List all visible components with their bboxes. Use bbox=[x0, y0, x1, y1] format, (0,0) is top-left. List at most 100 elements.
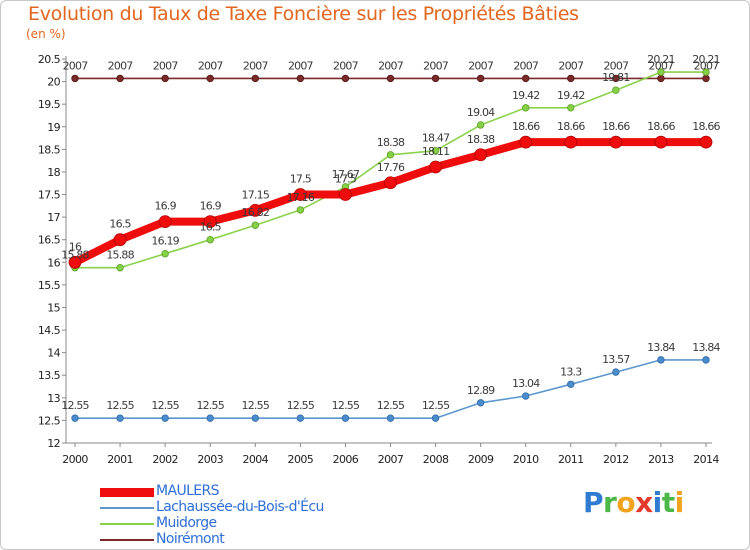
data-point bbox=[564, 135, 578, 149]
data-label: 16 bbox=[69, 240, 82, 253]
data-label: 16.9 bbox=[200, 200, 222, 213]
data-point bbox=[654, 135, 668, 149]
data-point bbox=[206, 414, 214, 422]
data-point bbox=[293, 188, 307, 201]
data-point bbox=[251, 221, 259, 229]
logo-letter: i bbox=[674, 486, 685, 519]
data-point bbox=[567, 104, 575, 112]
legend-swatch bbox=[100, 507, 154, 509]
data-label: 19.42 bbox=[557, 89, 585, 102]
data-point bbox=[522, 74, 530, 83]
data-label: 2007 bbox=[288, 59, 314, 72]
x-tick-label: 2009 bbox=[468, 453, 494, 466]
data-point bbox=[522, 392, 530, 400]
data-label: 12.55 bbox=[196, 399, 224, 412]
data-label: 18.66 bbox=[647, 120, 675, 133]
data-label: 15.88 bbox=[61, 249, 89, 262]
data-point bbox=[251, 414, 259, 422]
legend-swatch bbox=[100, 523, 154, 525]
data-label: 19.04 bbox=[467, 106, 495, 119]
data-label: 13.04 bbox=[512, 377, 540, 390]
data-label: 12.55 bbox=[287, 399, 315, 412]
data-label: 17.5 bbox=[335, 173, 357, 186]
y-tick-label: 17.5 bbox=[38, 189, 61, 202]
legend-label: Muidorge bbox=[156, 515, 217, 531]
data-point bbox=[567, 380, 575, 388]
data-label: 17.67 bbox=[332, 168, 360, 181]
data-point bbox=[657, 356, 665, 364]
chart-title: Evolution du Taux de Taxe Foncière sur l… bbox=[28, 3, 579, 25]
logo-letter: r bbox=[603, 486, 617, 519]
data-label: 2007 bbox=[468, 59, 494, 72]
data-label: 16.9 bbox=[154, 200, 176, 213]
data-point bbox=[702, 68, 710, 76]
data-point bbox=[68, 255, 82, 269]
x-tick-label: 2014 bbox=[693, 453, 719, 466]
data-point bbox=[431, 414, 440, 422]
data-label: 2007 bbox=[603, 59, 629, 72]
y-tick-label: 16.5 bbox=[38, 234, 61, 247]
data-label: 16.5 bbox=[109, 218, 131, 231]
data-label: 19.81 bbox=[602, 71, 630, 84]
data-point bbox=[657, 68, 665, 76]
data-label: 2007 bbox=[108, 59, 134, 72]
data-label: 2007 bbox=[243, 59, 269, 72]
y-tick-label: 15.5 bbox=[38, 279, 61, 292]
data-label: 17.5 bbox=[290, 173, 312, 186]
legend-label: Noirémont bbox=[156, 531, 225, 547]
legend-swatch bbox=[100, 539, 154, 541]
data-point bbox=[203, 215, 217, 229]
y-tick-label: 20.5 bbox=[38, 53, 61, 66]
y-tick-label: 15 bbox=[47, 301, 60, 314]
data-point bbox=[474, 148, 488, 162]
data-label: 17.16 bbox=[287, 191, 315, 204]
x-tick-label: 2005 bbox=[288, 453, 314, 466]
data-point bbox=[296, 74, 305, 83]
y-tick-label: 16 bbox=[47, 256, 60, 269]
data-point bbox=[116, 264, 124, 272]
data-label: 2007 bbox=[513, 59, 539, 72]
data-label: 17.15 bbox=[242, 188, 270, 201]
data-label: 2007 bbox=[649, 59, 675, 72]
data-point bbox=[657, 74, 665, 83]
data-label: 13.57 bbox=[602, 353, 630, 366]
data-point bbox=[161, 74, 169, 83]
data-label: 2007 bbox=[63, 59, 89, 72]
x-tick-label: 2012 bbox=[603, 453, 629, 466]
data-label: 2007 bbox=[333, 59, 359, 72]
data-label: 18.66 bbox=[512, 120, 540, 133]
data-label: 18.66 bbox=[557, 120, 585, 133]
y-tick-label: 20 bbox=[47, 76, 60, 89]
x-tick-label: 2010 bbox=[513, 453, 539, 466]
chart-data-labels: 12.55 12.55 12.55 12.55 12.55 12.55 12.55 12.55… bbox=[61, 53, 721, 412]
x-tick-label: 2008 bbox=[423, 453, 449, 466]
logo-letter: x bbox=[635, 486, 653, 519]
data-label: 2007 bbox=[198, 59, 224, 72]
data-point bbox=[341, 74, 350, 83]
data-label: 13.84 bbox=[692, 341, 720, 354]
y-tick-label: 18.5 bbox=[38, 143, 61, 156]
y-tick-label: 17 bbox=[47, 211, 60, 224]
y-tick-label: 19.5 bbox=[38, 98, 61, 111]
data-point bbox=[702, 356, 710, 364]
data-point bbox=[206, 236, 214, 244]
data-label: 18.38 bbox=[467, 133, 495, 146]
x-tick-label: 2011 bbox=[558, 453, 584, 466]
proxiti-logo: Proxiti bbox=[583, 486, 684, 519]
data-point bbox=[161, 250, 169, 258]
data-label: 13.84 bbox=[647, 341, 675, 354]
logo-letter: t bbox=[661, 486, 675, 519]
chart-subtitle: (en %) bbox=[26, 27, 66, 41]
data-point bbox=[251, 74, 259, 83]
data-label: 20.21 bbox=[647, 53, 675, 66]
data-label: 18.11 bbox=[422, 145, 450, 158]
legend-label: Lachaussée-du-Bois-d'Écu bbox=[156, 499, 324, 515]
data-label: 12.55 bbox=[106, 399, 134, 412]
legend-swatch bbox=[100, 487, 154, 497]
data-point bbox=[248, 203, 262, 217]
data-point bbox=[113, 233, 127, 247]
data-point bbox=[522, 104, 530, 112]
data-label: 18.66 bbox=[602, 120, 630, 133]
data-point bbox=[296, 414, 305, 422]
